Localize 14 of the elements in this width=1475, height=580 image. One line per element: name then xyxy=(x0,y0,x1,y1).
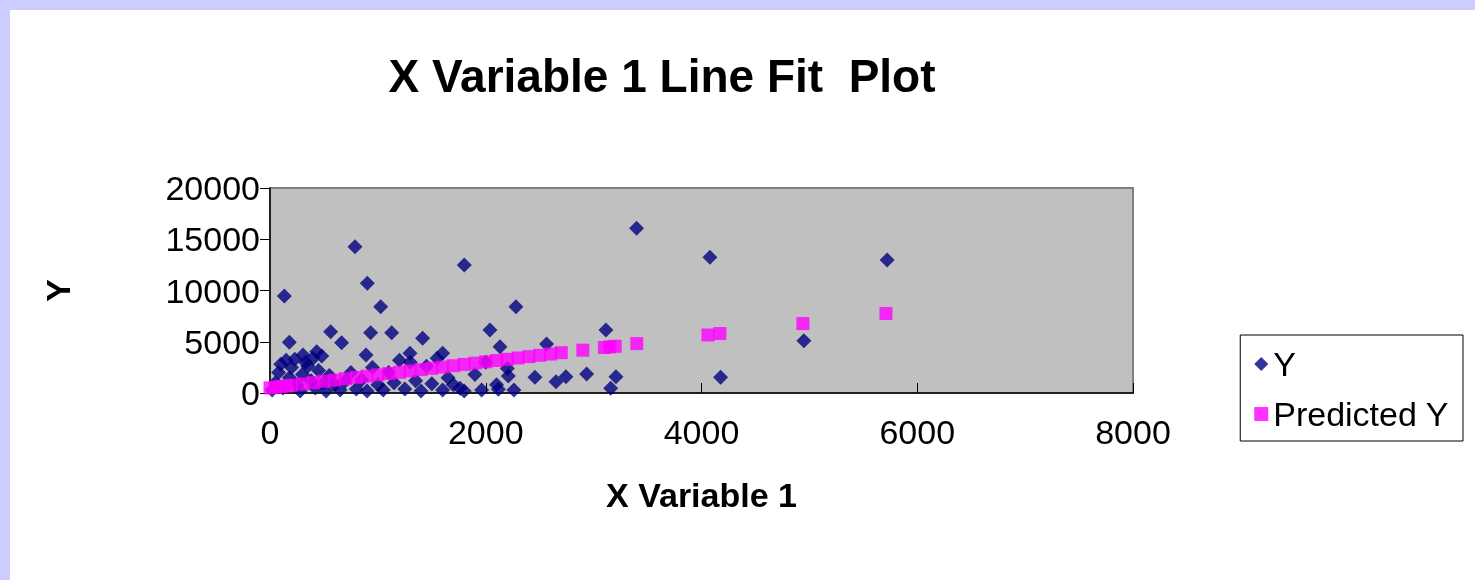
y-tick-label: 5000 xyxy=(184,322,260,361)
y-tick-label: 10000 xyxy=(165,271,260,310)
chart-title: X Variable 1 Line Fit Plot xyxy=(388,50,936,102)
y-tick-label: 15000 xyxy=(165,220,260,259)
legend-label: Y xyxy=(1273,345,1296,383)
x-tick-label: 4000 xyxy=(663,413,740,451)
x-tick-label: 8000 xyxy=(1095,413,1171,451)
x-tick-label: 6000 xyxy=(879,413,956,451)
y-tick-label: 0 xyxy=(241,374,260,412)
x-tick-label: 2000 xyxy=(447,413,524,451)
legend-label: Predicted Y xyxy=(1273,395,1449,433)
x-axis-title: X Variable 1 xyxy=(606,476,797,514)
y-tick-label: 20000 xyxy=(165,169,260,207)
y-axis-title: Y xyxy=(39,278,77,302)
